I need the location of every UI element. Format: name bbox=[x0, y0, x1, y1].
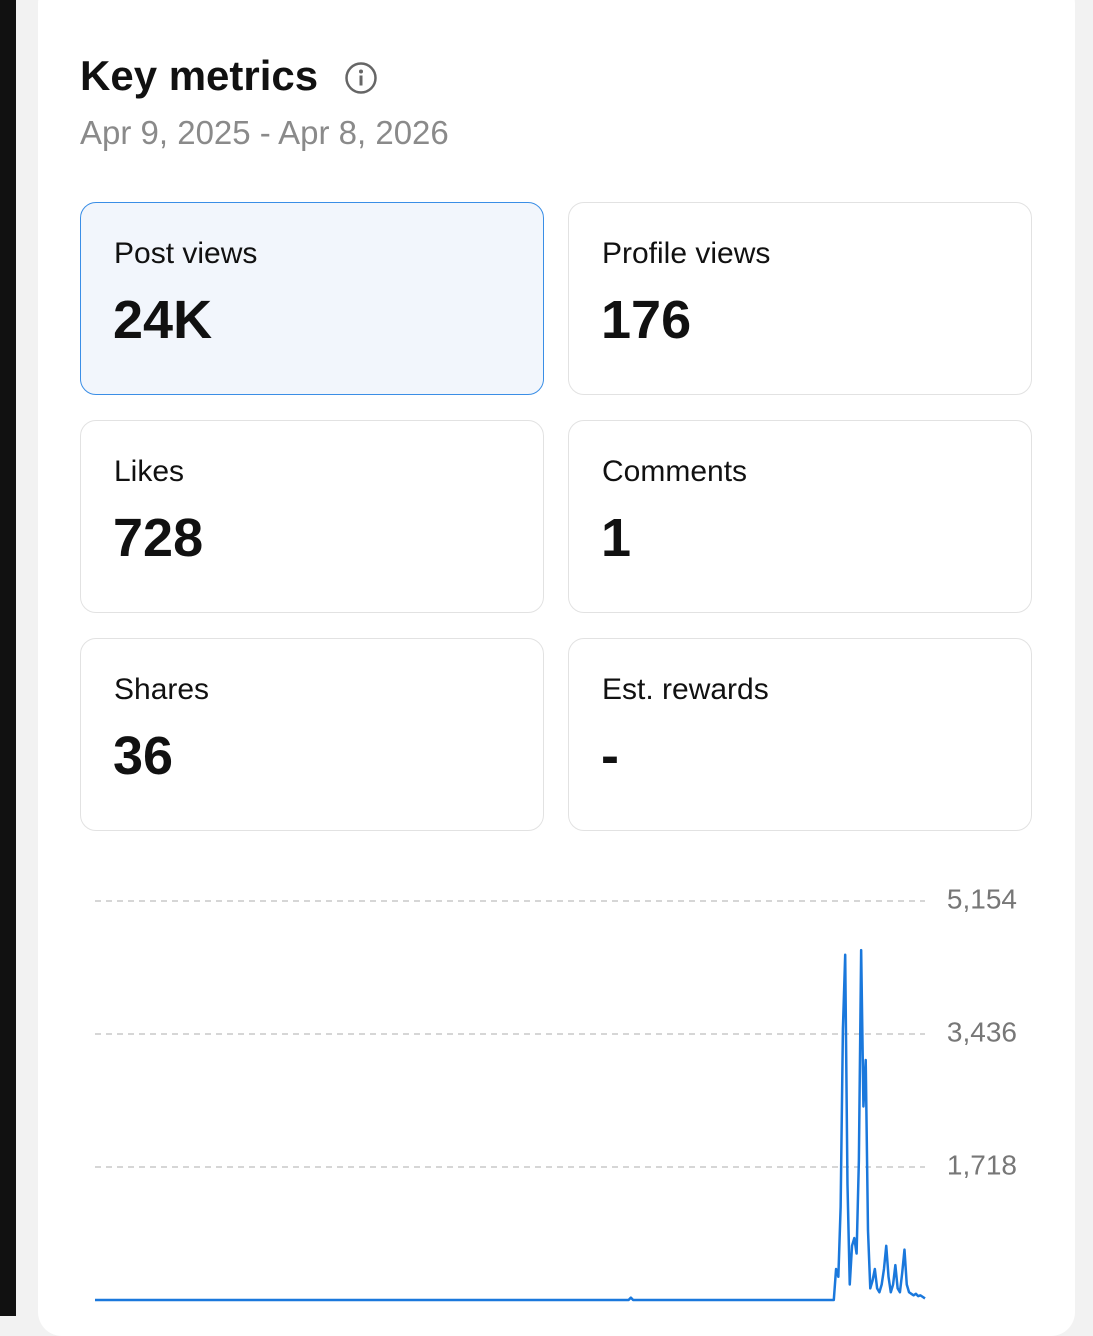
y-tick-label: 5,154 bbox=[947, 883, 1017, 914]
metric-label: Profile views bbox=[602, 237, 771, 270]
date-range: Apr 9, 2025 - Apr 8, 2026 bbox=[80, 114, 449, 151]
metric-label: Comments bbox=[602, 455, 748, 488]
chart: 1,718 3,436 5,154 bbox=[95, 883, 1017, 1302]
metric-card[interactable]: Shares 36 bbox=[80, 638, 544, 831]
title: Key metrics bbox=[80, 52, 319, 99]
metric-value: 36 bbox=[113, 726, 174, 786]
metric-card[interactable]: Likes 728 bbox=[80, 420, 544, 613]
metric-card[interactable]: Comments 1 bbox=[568, 420, 1032, 613]
line-series bbox=[95, 948, 926, 1302]
metric-label: Shares bbox=[114, 673, 210, 706]
metric-card[interactable]: Est. rewards - bbox=[568, 638, 1032, 831]
metric-value: 176 bbox=[601, 290, 692, 350]
metric-label: Est. rewards bbox=[602, 673, 769, 706]
y-tick-label: 3,436 bbox=[947, 1016, 1017, 1047]
metric-value: - bbox=[601, 726, 619, 786]
metric-value: 1 bbox=[601, 508, 632, 568]
y-tick-label: 1,718 bbox=[947, 1149, 1017, 1180]
metric-label: Post views bbox=[114, 237, 258, 270]
info-icon[interactable] bbox=[344, 61, 378, 95]
metric-value: 24K bbox=[113, 290, 213, 350]
metric-card[interactable]: Post views 24K bbox=[80, 202, 544, 395]
metric-card[interactable]: Profile views 176 bbox=[568, 202, 1032, 395]
metric-value: 728 bbox=[113, 508, 204, 568]
metric-label: Likes bbox=[114, 455, 185, 488]
side-strip bbox=[0, 0, 16, 1316]
